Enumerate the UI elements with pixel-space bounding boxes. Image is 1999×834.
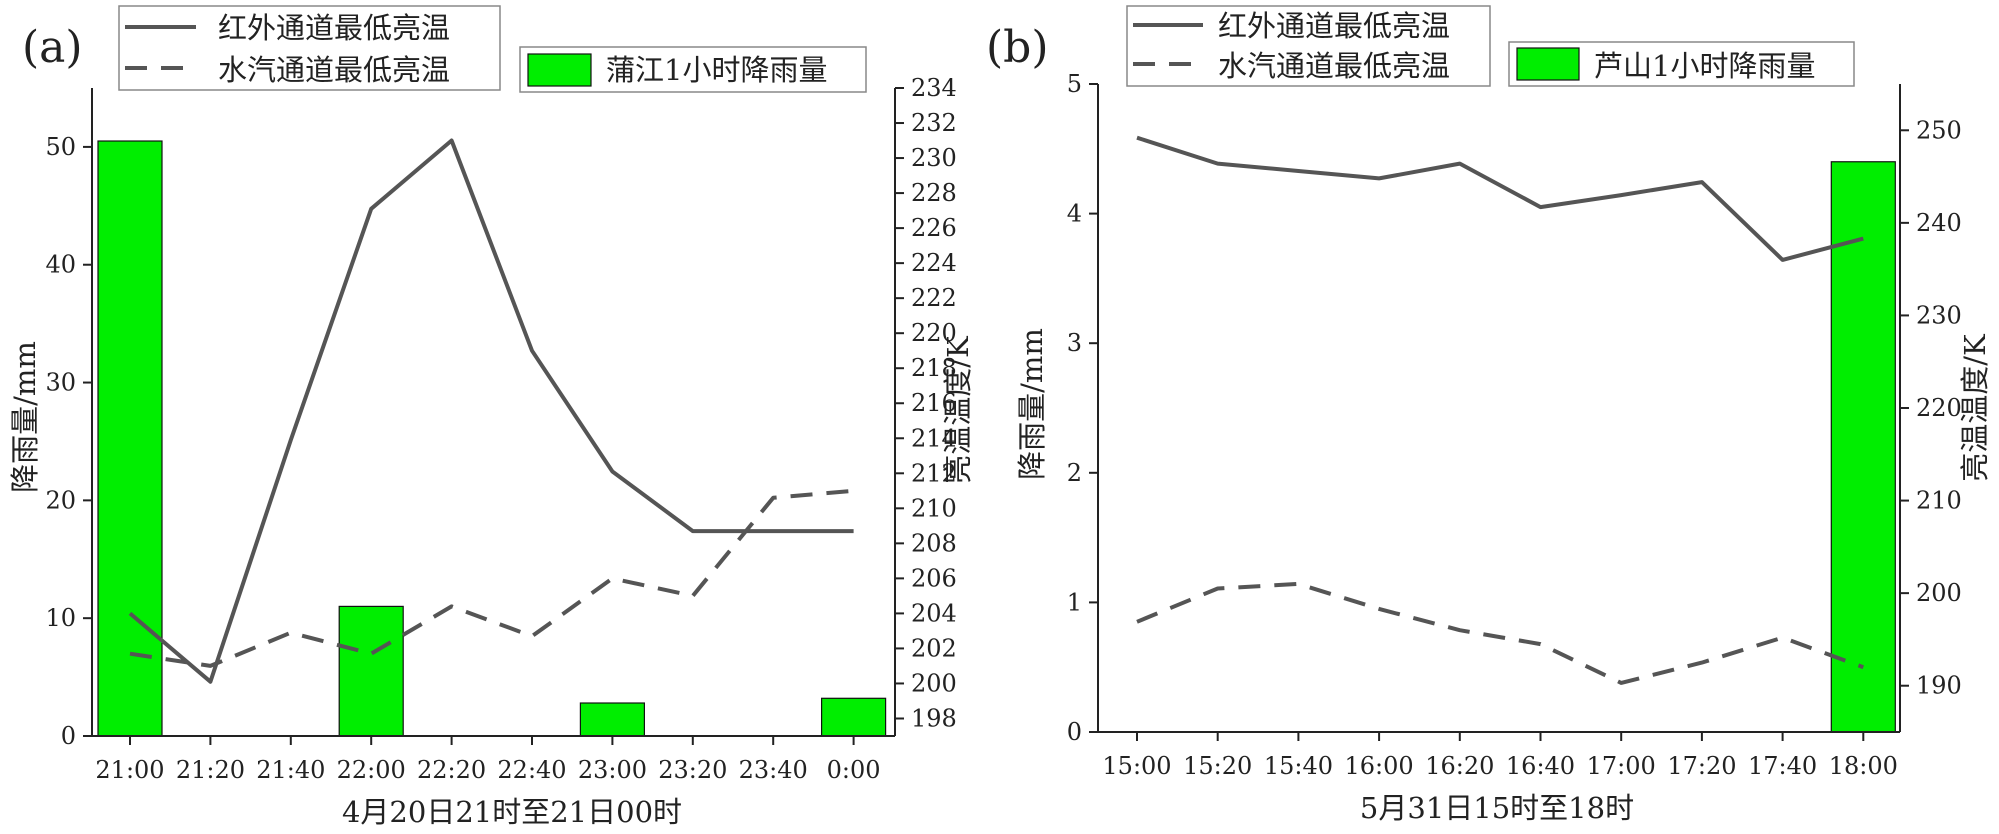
legend-a-wv-label: 水汽通道最低亮温: [218, 53, 450, 87]
bar-23:00: [579, 702, 646, 737]
legend-b-lines: 红外通道最低亮温 水汽通道最低亮温: [1126, 5, 1491, 87]
y-left-tick-label: 0: [61, 722, 76, 750]
legend-b-ir-label: 红外通道最低亮温: [1218, 9, 1450, 43]
lines-b: [1136, 135, 1864, 685]
bar-21:00: [97, 140, 163, 737]
wv-series-line: [1136, 581, 1864, 685]
axes-b: 0 1 2 3 4 5 190 200 210 220 230 240 250 15:00 15:20 15:…: [1067, 70, 1962, 780]
ir-series-line: [1136, 135, 1864, 262]
y-right-tick-label: 230: [1916, 301, 1962, 329]
x-tick-label: 18:00: [1829, 752, 1898, 780]
x-tick-label: 17:20: [1667, 752, 1736, 780]
y-axis-title-left-a: 降雨量/mm: [8, 341, 42, 493]
legend-a-lines-box: [118, 5, 501, 91]
y-right-tick-label: 210: [911, 494, 957, 522]
x-tick-label: 15:40: [1264, 752, 1333, 780]
x-tick-label: 23:00: [578, 756, 647, 784]
legend-b-bar-label: 芦山1小时降雨量: [1594, 49, 1815, 83]
x-tick-label: 15:00: [1102, 752, 1171, 780]
y-right-tick-label: 216: [911, 389, 957, 417]
wv-series-line: [129, 488, 854, 668]
x-tick-label: 16:40: [1506, 752, 1575, 780]
bars-a: [97, 140, 887, 737]
y-right-tick-label: 200: [1916, 579, 1962, 607]
y-right-tick-label: 232: [911, 109, 957, 137]
y-left-tick-label: 40: [45, 251, 76, 279]
y-axis-title-right-b: 亮温温度/K: [1958, 333, 1992, 482]
bar-18:00: [1830, 161, 1896, 733]
y-axis-title-right-a: 亮温温度/K: [941, 335, 975, 484]
ir-series-line: [128, 138, 854, 684]
y-right-tick-label: 212: [911, 459, 957, 487]
y-right-tick-label: 208: [911, 529, 957, 557]
x-tick-label: 17:40: [1748, 752, 1817, 780]
y-right-tick-label: 190: [1916, 672, 1962, 700]
y-left-tick-label: 20: [45, 486, 76, 514]
legend-a-bar-label: 蒲江1小时降雨量: [606, 53, 827, 87]
y-left-tick-label: 2: [1067, 459, 1082, 487]
x-tick-label: 21:20: [176, 756, 245, 784]
x-tick-label: 23:20: [658, 756, 727, 784]
legend-a-bar: 蒲江1小时降雨量: [519, 46, 867, 93]
axes-a: 0 10 20 30 40 50 198 200 202 204 206 208 210 212 214 21…: [45, 74, 956, 784]
y-left-tick-label: 1: [1067, 588, 1082, 616]
y-right-tick-label: 230: [911, 144, 957, 172]
x-tick-label: 22:00: [337, 756, 406, 784]
y-left-tick-label: 50: [45, 133, 76, 161]
y-right-tick-label: 214: [911, 424, 957, 452]
y-axis-title-left-b: 降雨量/mm: [1015, 328, 1049, 480]
y-left-tick-label: 30: [45, 369, 76, 397]
y-left-tick-label: 0: [1067, 718, 1082, 746]
legend-a-bar-swatch: [527, 53, 592, 87]
x-tick-label: 21:40: [256, 756, 325, 784]
bar-0:00: [820, 697, 887, 737]
y-right-tick-label: 220: [911, 319, 957, 347]
legend-a-ir-label: 红外通道最低亮温: [218, 11, 450, 45]
y-left-tick-label: 5: [1067, 70, 1082, 98]
y-right-tick-label: 200: [911, 669, 957, 697]
x-tick-label: 21:00: [95, 756, 164, 784]
x-axis-title-b: 5月31日15时至18时: [1360, 791, 1634, 825]
x-tick-label: 0:00: [827, 756, 881, 784]
y-right-tick-label: 250: [1916, 116, 1962, 144]
lines-a: [128, 138, 854, 684]
y-right-tick-label: 204: [911, 599, 957, 627]
y-right-tick-label: 206: [911, 564, 957, 592]
y-right-tick-label: 220: [1916, 394, 1962, 422]
panel-b: (b) 红外通道最低亮温 水汽通道最低亮温 芦山1小时降雨量 0 1 2 3 4 5 190…: [986, 5, 1992, 825]
bars-b: [1830, 161, 1896, 733]
legend-b-lines-box: [1126, 5, 1491, 87]
bar-22:00: [338, 605, 404, 737]
x-tick-label: 17:00: [1587, 752, 1656, 780]
panel-a-label: (a): [22, 22, 83, 73]
legend-b-bar: 芦山1小时降雨量: [1508, 41, 1855, 87]
y-left-tick-label: 10: [45, 604, 76, 632]
y-right-tick-label: 198: [911, 704, 957, 732]
y-right-tick-label: 202: [911, 634, 957, 662]
x-tick-label: 15:20: [1183, 752, 1252, 780]
y-right-tick-label: 228: [911, 179, 957, 207]
y-right-tick-label: 234: [911, 74, 957, 102]
legend-b-bar-swatch: [1516, 47, 1580, 81]
x-tick-label: 16:00: [1345, 752, 1414, 780]
x-axis-title-a: 4月20日21时至21日00时: [342, 795, 682, 829]
x-tick-label: 22:40: [497, 756, 566, 784]
y-left-tick-label: 4: [1067, 200, 1082, 228]
y-right-tick-label: 218: [911, 354, 957, 382]
legend-a-lines: 红外通道最低亮温 水汽通道最低亮温: [118, 5, 501, 91]
y-right-tick-label: 224: [911, 249, 957, 277]
y-right-tick-label: 210: [1916, 487, 1962, 515]
legend-b-wv-label: 水汽通道最低亮温: [1218, 49, 1450, 83]
panel-a: (a) 红外通道最低亮温 水汽通道最低亮温 蒲江1小时降雨量 0 10 20 30 40…: [8, 5, 975, 829]
x-tick-label: 22:20: [417, 756, 486, 784]
panel-b-label: (b): [986, 22, 1049, 73]
x-tick-label: 16:20: [1425, 752, 1494, 780]
y-right-tick-label: 240: [1916, 209, 1962, 237]
y-right-tick-label: 226: [911, 214, 957, 242]
y-left-tick-label: 3: [1067, 329, 1082, 357]
y-right-tick-label: 222: [911, 284, 957, 312]
x-tick-label: 23:40: [739, 756, 808, 784]
